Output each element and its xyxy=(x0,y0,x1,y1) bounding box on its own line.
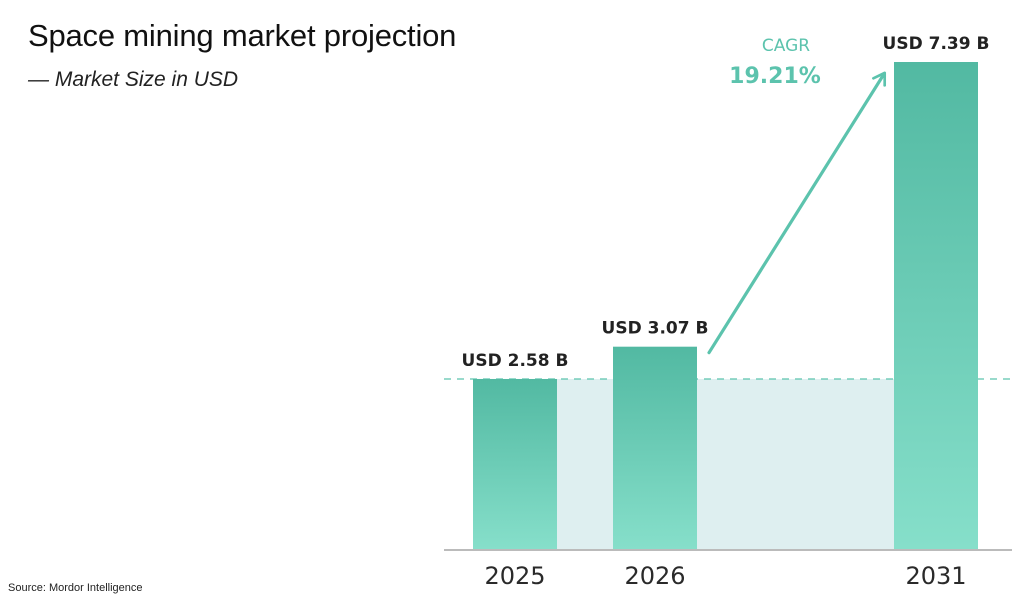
bar-2025 xyxy=(473,378,557,549)
cagr-arrow xyxy=(707,71,887,355)
cagr-label: CAGR xyxy=(762,36,810,56)
bar-2026 xyxy=(613,346,697,549)
reference-band xyxy=(473,378,978,549)
x-tick-2031: 2031 xyxy=(905,562,966,590)
x-tick-2026: 2026 xyxy=(624,562,685,590)
x-tick-2025: 2025 xyxy=(484,562,545,590)
value-label-2025: USD 2.58 B xyxy=(462,351,569,371)
chart-title: Space mining market projection xyxy=(28,18,457,53)
chart-subtitle: — Market Size in USD xyxy=(28,68,239,91)
bar-2031 xyxy=(894,62,978,549)
value-label-2026: USD 3.07 B xyxy=(602,319,709,339)
source-note: Source: Mordor Intelligence xyxy=(8,582,143,594)
cagr-value: 19.21% xyxy=(729,64,821,89)
value-label-2031: USD 7.39 B xyxy=(883,34,990,54)
